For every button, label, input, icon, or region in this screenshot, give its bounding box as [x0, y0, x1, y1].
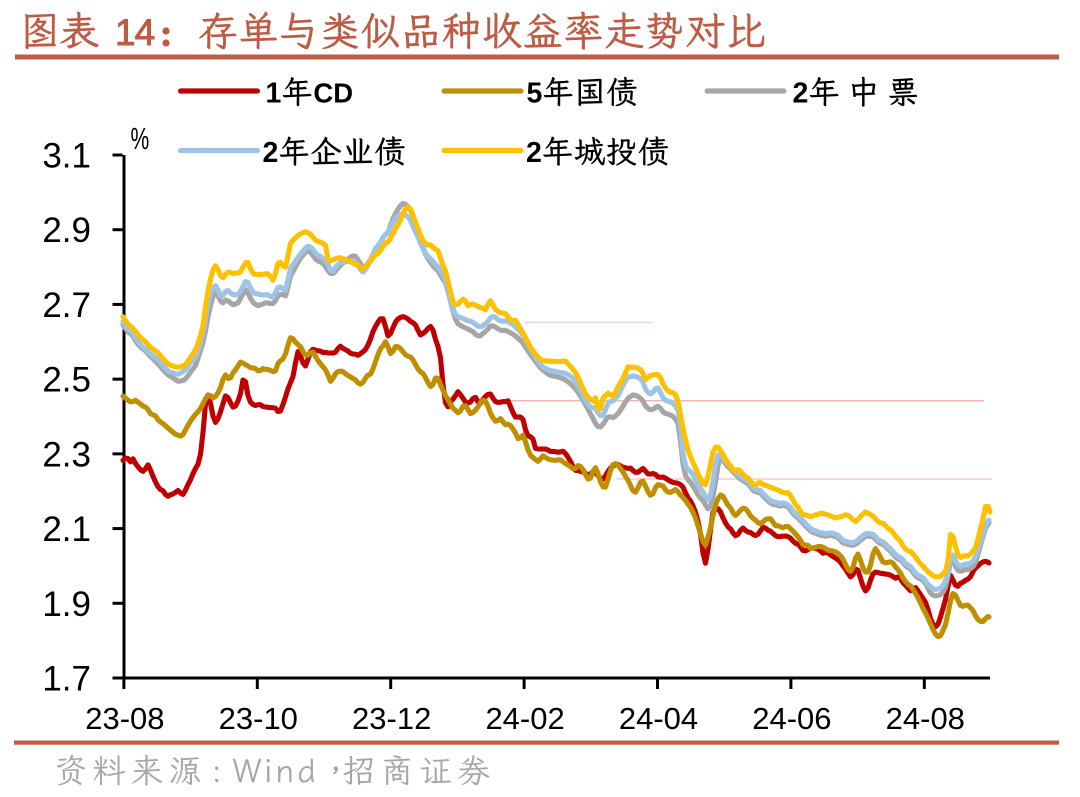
svg-text:23-10: 23-10 — [219, 701, 298, 736]
svg-text:24-08: 24-08 — [886, 701, 965, 736]
svg-text:24-06: 24-06 — [752, 701, 831, 736]
svg-text:1.7: 1.7 — [42, 660, 91, 699]
svg-text:3.1: 3.1 — [42, 137, 91, 176]
svg-text:2: 2 — [263, 137, 279, 169]
svg-text:23-08: 23-08 — [85, 701, 164, 736]
svg-text:23-12: 23-12 — [352, 701, 431, 736]
svg-text:2: 2 — [526, 137, 542, 169]
svg-text:1.9: 1.9 — [42, 585, 91, 624]
svg-text:2.1: 2.1 — [42, 510, 91, 549]
svg-text:2: 2 — [793, 78, 809, 110]
svg-text:2.9: 2.9 — [42, 211, 91, 250]
svg-text:24-04: 24-04 — [619, 701, 698, 736]
svg-text:14: 14 — [115, 12, 155, 53]
svg-text:5: 5 — [527, 78, 543, 110]
svg-text:CD: CD — [313, 78, 353, 109]
svg-text:1: 1 — [266, 78, 282, 110]
svg-text:2.3: 2.3 — [42, 435, 91, 474]
svg-text:24-02: 24-02 — [485, 701, 564, 736]
svg-text:2.5: 2.5 — [42, 361, 91, 400]
svg-text:%: % — [131, 121, 150, 156]
svg-text:2.7: 2.7 — [42, 286, 91, 325]
